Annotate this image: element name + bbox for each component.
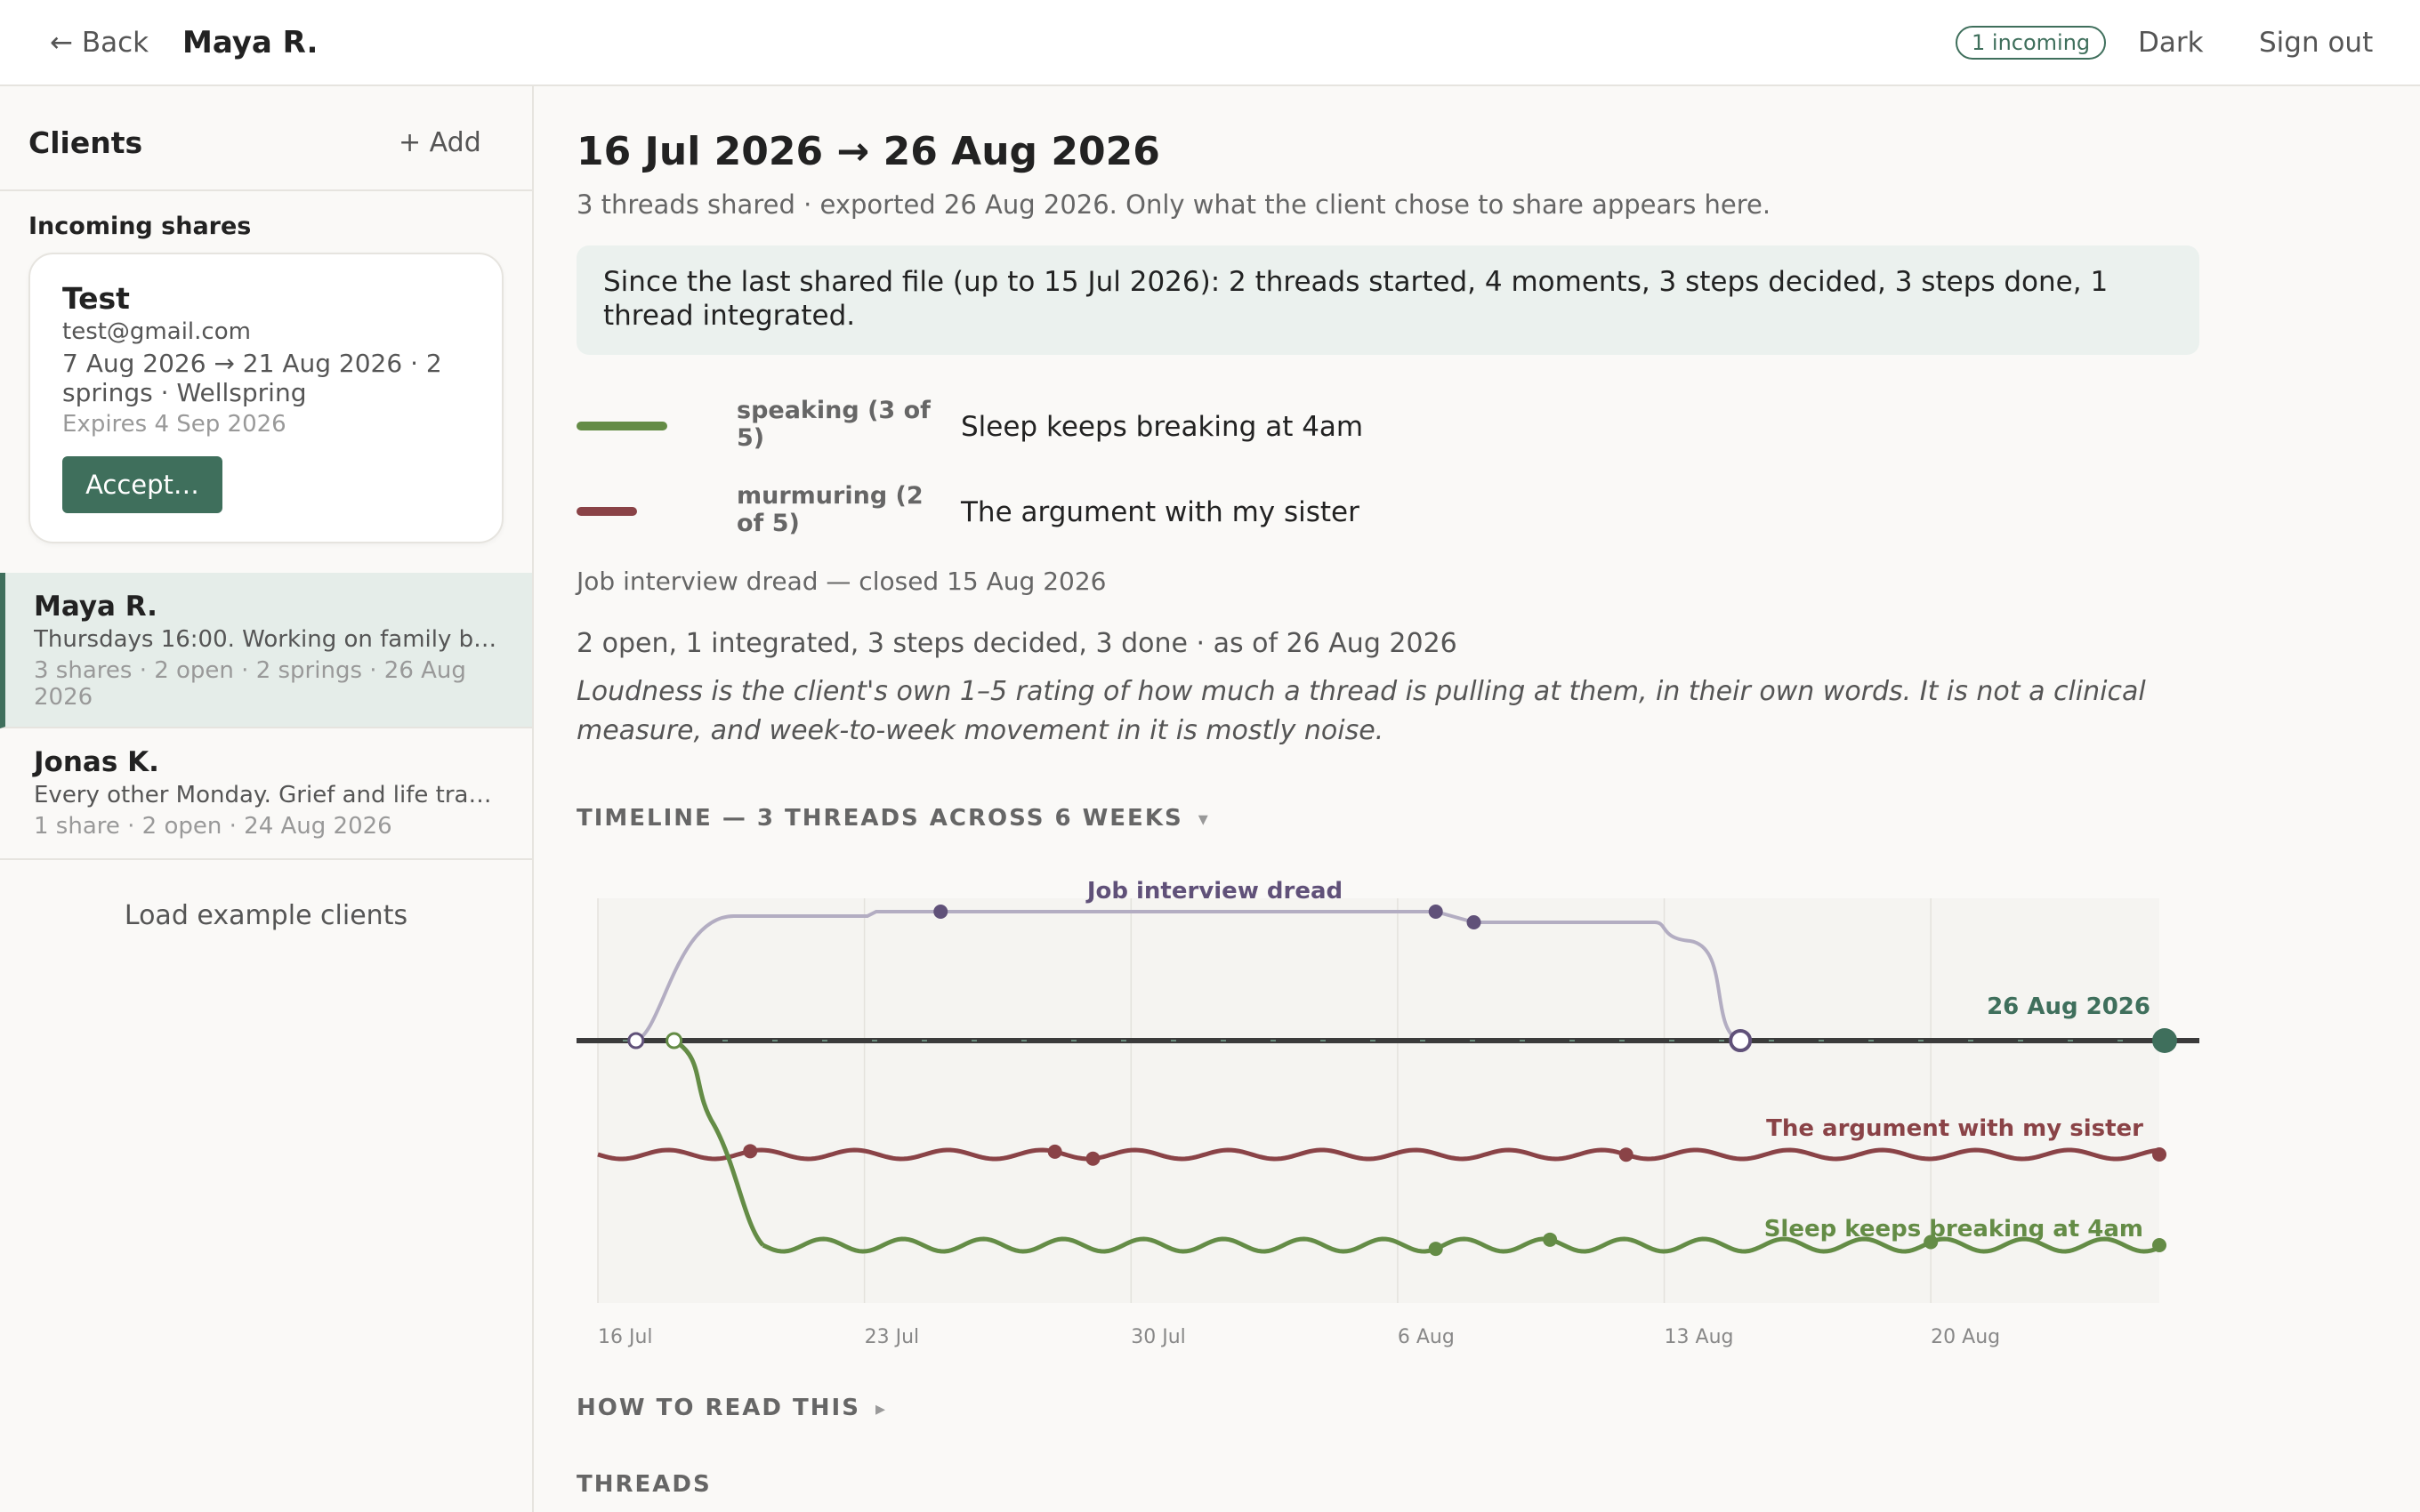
- client-description: Thursdays 16:00. Working on family bound…: [34, 626, 505, 653]
- page-title: Maya R.: [182, 25, 319, 60]
- incoming-share-card: Test test@gmail.com 7 Aug 2026 → 21 Aug …: [28, 253, 504, 543]
- share-expiry: Expires 4 Sep 2026: [62, 411, 286, 438]
- x-tick-label: 13 Aug: [1665, 1326, 1734, 1348]
- moment-dot: [933, 905, 948, 919]
- share-sender-name: Test: [62, 281, 130, 316]
- loudness-state: murmuring (2 of 5): [737, 482, 924, 537]
- client-meta: 3 shares · 2 open · 2 springs · 26 Aug 2…: [34, 657, 466, 711]
- thread-name: Sleep keeps breaking at 4am: [961, 411, 1364, 443]
- timeline-toggle[interactable]: TIMELINE — 3 THREADS ACROSS 6 WEEKS ▾: [577, 805, 1210, 832]
- thread-start-marker: [627, 1032, 645, 1050]
- x-tick-label: 30 Jul: [1131, 1326, 1186, 1348]
- threads-heading: THREADS: [577, 1471, 712, 1498]
- load-example-clients-button[interactable]: Load example clients: [124, 900, 408, 931]
- x-tick-label: 16 Jul: [598, 1326, 653, 1348]
- today-marker: [2152, 1028, 2177, 1053]
- legend-row-sister: murmuring (2 of 5) The argument with my …: [577, 482, 1466, 544]
- moment-dot: [1047, 1144, 1062, 1159]
- legend-row-sleep: speaking (3 of 5) Sleep keeps breaking a…: [577, 397, 1466, 459]
- moment-dot: [1428, 1242, 1443, 1257]
- sidebar-title: Clients: [28, 125, 143, 160]
- x-tick-label: 20 Aug: [1931, 1326, 2000, 1348]
- accept-share-button[interactable]: Accept…: [62, 456, 222, 513]
- how-to-read-heading: HOW TO READ THIS: [577, 1395, 860, 1421]
- timeline-chart: 16 Jul 23 Jul 30 Jul 6 Aug 13 Aug 20 Aug Job …: [577, 878, 2199, 1348]
- chevron-right-icon: ▸: [875, 1398, 888, 1420]
- sign-out-button[interactable]: Sign out: [2259, 27, 2374, 59]
- client-name: Jonas K.: [34, 746, 159, 778]
- loudness-line: [577, 422, 667, 430]
- thread-now-marker: [2152, 1147, 2166, 1162]
- today-label: 26 Aug 2026: [1987, 993, 2150, 1020]
- moment-dot: [1618, 1147, 1634, 1162]
- sidebar: Clients + Add Incoming shares Test test@…: [0, 86, 534, 1512]
- share-subtitle: 3 threads shared · exported 26 Aug 2026.…: [577, 189, 1771, 220]
- sidebar-header: Clients + Add: [0, 86, 532, 191]
- moment-dot: [743, 1144, 758, 1159]
- moment-dot: [1428, 905, 1443, 919]
- thread-name: The argument with my sister: [961, 496, 1359, 528]
- dark-mode-toggle[interactable]: Dark: [2138, 27, 2204, 59]
- loudness-state: speaking (3 of 5): [737, 397, 931, 452]
- timeline-labels: Job interview dread The argument with my …: [1085, 878, 2150, 1243]
- since-last-summary: Since the last shared file (up to 15 Jul…: [577, 245, 2199, 355]
- thread-now-marker: [2152, 1238, 2166, 1252]
- moment-dot: [1543, 1232, 1558, 1247]
- moment-dot: [1085, 1151, 1101, 1166]
- share-date-range-title: 16 Jul 2026 → 26 Aug 2026: [577, 129, 1160, 174]
- moment-dot: [1466, 915, 1481, 929]
- x-tick-label: 23 Jul: [865, 1326, 920, 1348]
- incoming-shares-heading: Incoming shares: [28, 213, 252, 240]
- thread-line-job-interview: [634, 910, 1741, 1042]
- series-label-sister: The argument with my sister: [1766, 1115, 2143, 1142]
- client-name: Maya R.: [34, 591, 157, 623]
- loudness-line: [577, 507, 637, 516]
- closed-thread-note: Job interview dread — closed 15 Aug 2026: [577, 567, 1107, 596]
- how-to-read-toggle[interactable]: HOW TO READ THIS ▸: [577, 1395, 887, 1421]
- moment-dot: [1924, 1235, 1939, 1250]
- back-link[interactable]: ← Back: [50, 27, 149, 59]
- client-description: Every other Monday. Grief and life trans…: [34, 782, 505, 808]
- loudness-disclaimer: Loudness is the client's own 1–5 rating …: [577, 676, 2146, 746]
- thread-start-marker: [666, 1032, 683, 1050]
- series-label-job-interview: Job interview dread: [1085, 878, 1343, 905]
- timeline-threads: [577, 905, 2199, 1257]
- add-client-button[interactable]: + Add: [399, 127, 481, 158]
- share-date-range: 7 Aug 2026 → 21 Aug 2026 · 2 springs · W…: [62, 349, 442, 407]
- chevron-down-icon: ▾: [1198, 808, 1210, 831]
- client-meta: 1 share · 2 open · 24 Aug 2026: [34, 813, 392, 840]
- top-bar: ← Back Maya R. 1 incoming Dark Sign out: [0, 0, 2420, 86]
- thread-drop-sleep: [673, 1038, 765, 1247]
- timeline-grid: [597, 898, 2159, 1303]
- thread-stats: 2 open, 1 integrated, 3 steps decided, 3…: [577, 628, 1457, 659]
- share-sender-email: test@gmail.com: [62, 318, 251, 345]
- x-tick-label: 6 Aug: [1398, 1326, 1455, 1348]
- thread-closed-marker: [1729, 1029, 1753, 1052]
- plot-background: [598, 898, 2159, 1303]
- timeline-heading: TIMELINE — 3 THREADS ACROSS 6 WEEKS: [577, 805, 1183, 832]
- timeline-x-ticks: 16 Jul 23 Jul 30 Jul 6 Aug 13 Aug 20 Aug: [598, 1326, 2000, 1348]
- incoming-badge[interactable]: 1 incoming: [1956, 26, 2107, 60]
- client-row-jonas[interactable]: Jonas K. Every other Monday. Grief and l…: [0, 728, 532, 860]
- series-label-sleep: Sleep keeps breaking at 4am: [1764, 1216, 2143, 1243]
- thread-line-sister: [597, 1147, 2158, 1162]
- client-row-maya[interactable]: Maya R. Thursdays 16:00. Working on fami…: [0, 573, 532, 728]
